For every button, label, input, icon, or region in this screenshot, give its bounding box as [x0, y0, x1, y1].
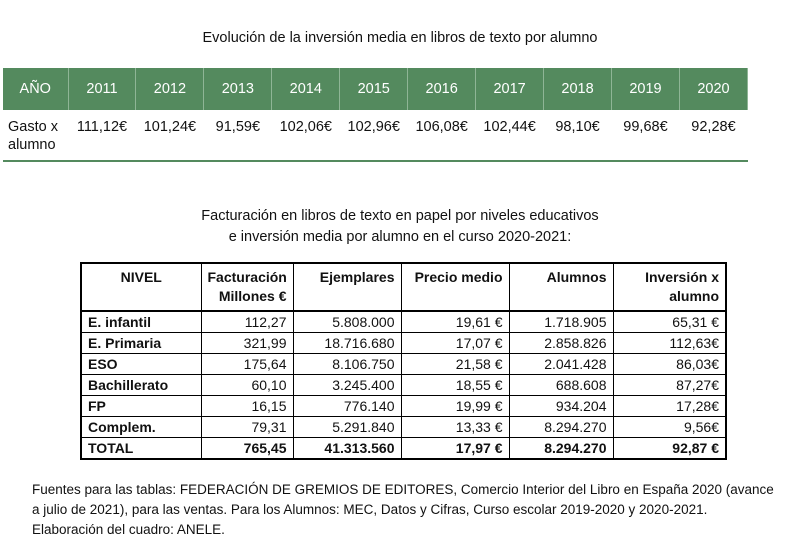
header-cell: Alumnos [508, 262, 614, 312]
data-cell: 18,55 € [400, 374, 510, 396]
table-row: Bachillerato 60,10 3.245.400 18,55 €688.608… [80, 374, 727, 396]
data-cell: 5.808.000 [292, 310, 402, 333]
data-cell: 8.106.750 [292, 353, 402, 375]
table-row: ESO 175,64 8.106.750 21,58 €2.041.428 86,03€ [80, 353, 727, 375]
data-cell: 112,63€ [612, 332, 727, 354]
header-cell: Facturación Millones € [200, 262, 294, 312]
header-cell: 2015 [339, 68, 409, 110]
data-cell: 102,44€ [475, 110, 544, 162]
data-cell: 92,28€ [679, 110, 748, 162]
table-row: Complem. 79,31 5.291.840 13,33 €8.294.270 9,… [80, 416, 727, 438]
header-cell: Inversión x alumno [612, 262, 727, 312]
data-cell: 13,33 € [400, 416, 510, 438]
data-cell: 17,07 € [400, 332, 510, 354]
data-cell: 111,12€ [68, 110, 136, 162]
data-cell: E. Primaria [80, 332, 202, 354]
data-cell: 21,58 € [400, 353, 510, 375]
header-cell: 2017 [475, 68, 545, 110]
data-cell: 321,99 [200, 332, 294, 354]
title: Evolución de la inversión media en libro… [202, 30, 598, 46]
data-cell: 79,31 [200, 416, 294, 438]
header-cell: 2016 [407, 68, 477, 110]
data-cell: 8.294.270 [508, 416, 614, 438]
data-cell: 91,59€ [203, 110, 272, 162]
data-cell: 41.313.560 [292, 437, 402, 460]
table-row: E. infantil 112,27 5.808.000 19,61 €1.718.9… [80, 310, 727, 333]
data-cell: 92,87 € [612, 437, 727, 460]
header-cell: 2018 [543, 68, 612, 110]
data-cell: 2.858.826 [508, 332, 614, 354]
data-cell: 2.041.428 [508, 353, 614, 375]
header-cell: Ejemplares [292, 262, 402, 312]
table-row: TOTAL 765,45 41.313.560 17,97 €8.294.270 92,… [80, 437, 727, 460]
data-cell: 17,28€ [612, 395, 727, 417]
header-cell: NIVEL [80, 262, 202, 312]
table-row: FP 16,15 776.140 19,99 €934.204 17,28€ [80, 395, 727, 417]
data-cell: 688.608 [508, 374, 614, 396]
data-cell: Gasto x alumno [3, 110, 68, 162]
footnote: Fuentes para las tablas: FEDERACIÓN DE G… [32, 482, 774, 537]
data-cell: 60,10 [200, 374, 294, 396]
data-cell: 19,61 € [400, 310, 510, 333]
data-cell: 18.716.680 [292, 332, 402, 354]
data-cell: 1.718.905 [508, 310, 614, 333]
data-cell: TOTAL [80, 437, 202, 460]
data-cell: 98,10€ [543, 110, 612, 162]
data-cell: 87,27€ [612, 374, 727, 396]
table-row: E. Primaria 321,99 18.716.680 17,07 €2.858.… [80, 332, 727, 354]
data-cell: 17,97 € [400, 437, 510, 460]
subtitle: Facturación en libros de texto en papel … [201, 208, 599, 245]
data-cell: FP [80, 395, 202, 417]
data-cell: 101,24€ [135, 110, 204, 162]
data-cell: 112,27 [200, 310, 294, 333]
data-cell: Bachillerato [80, 374, 202, 396]
header-cell: 2012 [135, 68, 205, 110]
data-cell: 86,03€ [612, 353, 727, 375]
investment-table: AÑO 2011 2012 2013 2014 2015 2016 2017 2018 2019 2… [3, 68, 749, 162]
data-cell: 8.294.270 [508, 437, 614, 460]
data-cell: 102,96€ [339, 110, 408, 162]
data-cell: 776.140 [292, 395, 402, 417]
data-cell: Complem. [80, 416, 202, 438]
data-cell: 99,68€ [611, 110, 680, 162]
data-cell: 16,15 [200, 395, 294, 417]
data-cell: 102,06€ [271, 110, 340, 162]
data-cell: 934.204 [508, 395, 614, 417]
data-cell: 765,45 [200, 437, 294, 460]
header-cell: 2014 [271, 68, 341, 110]
data-cell: 175,64 [200, 353, 294, 375]
billing-table: NIVEL Facturación Millones € Ejemplares Pre… [80, 262, 727, 460]
header-cell: 2019 [611, 68, 680, 110]
data-cell: 3.245.400 [292, 374, 402, 396]
data-cell: 9,56€ [612, 416, 727, 438]
header-cell: 2013 [203, 68, 273, 110]
data-cell: 106,08€ [407, 110, 476, 162]
data-cell: E. infantil [80, 310, 202, 333]
data-cell: ESO [80, 353, 202, 375]
header-cell: Precio medio [400, 262, 510, 312]
header-cell: 2011 [68, 68, 137, 110]
data-cell: 19,99 € [400, 395, 510, 417]
header-cell: AÑO [3, 68, 69, 110]
data-cell: 65,31 € [612, 310, 727, 333]
data-cell: 5.291.840 [292, 416, 402, 438]
header-cell: 2020 [679, 68, 749, 110]
